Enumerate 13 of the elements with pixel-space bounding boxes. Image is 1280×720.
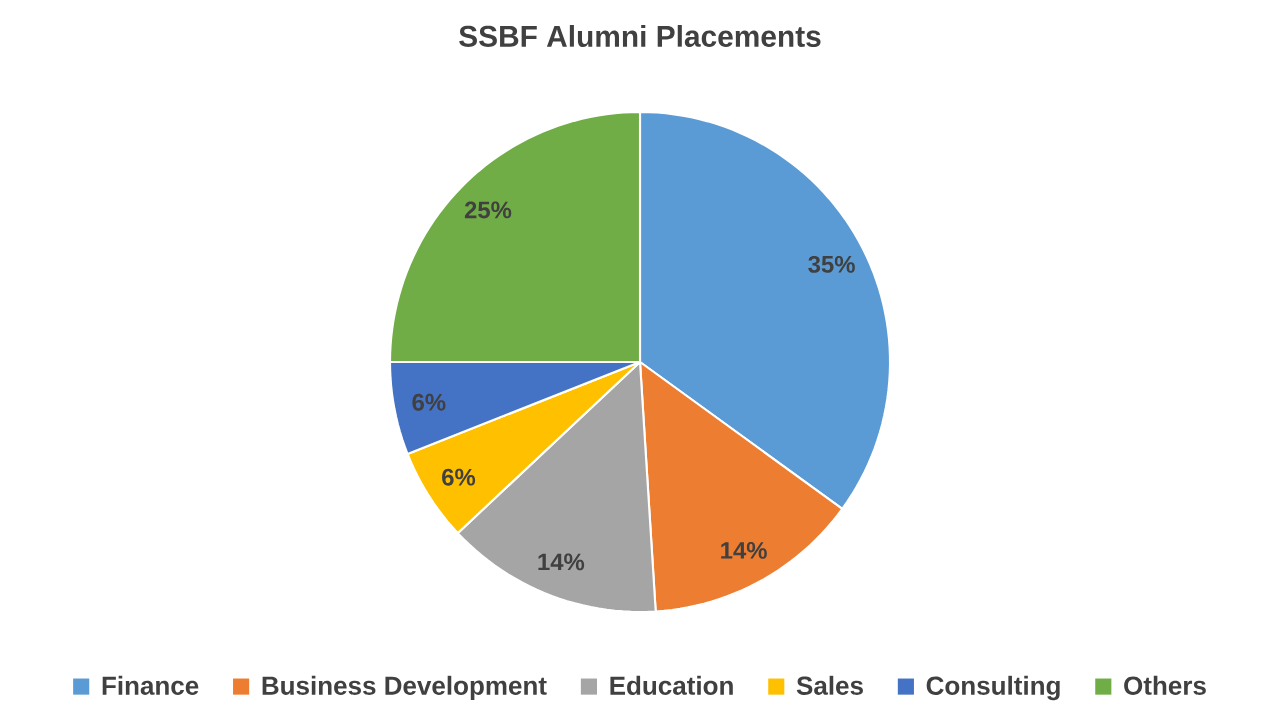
- legend-label: Education: [610, 675, 733, 695]
- legend-label: Others: [1124, 675, 1206, 695]
- chart-title: SSBF Alumni Placements: [459, 24, 821, 47]
- legend-label: Consulting: [926, 675, 1060, 701]
- data-label: 35%: [808, 255, 855, 273]
- data-label: 14%: [721, 541, 767, 559]
- legend-label: Finance: [102, 675, 199, 695]
- data-label: 14%: [538, 553, 585, 571]
- legend-label: Business Development: [262, 675, 547, 701]
- data-label: 25%: [464, 201, 512, 219]
- data-label: 6%: [442, 468, 476, 486]
- data-label: 6%: [412, 393, 446, 411]
- legend-label: Sales: [796, 675, 863, 695]
